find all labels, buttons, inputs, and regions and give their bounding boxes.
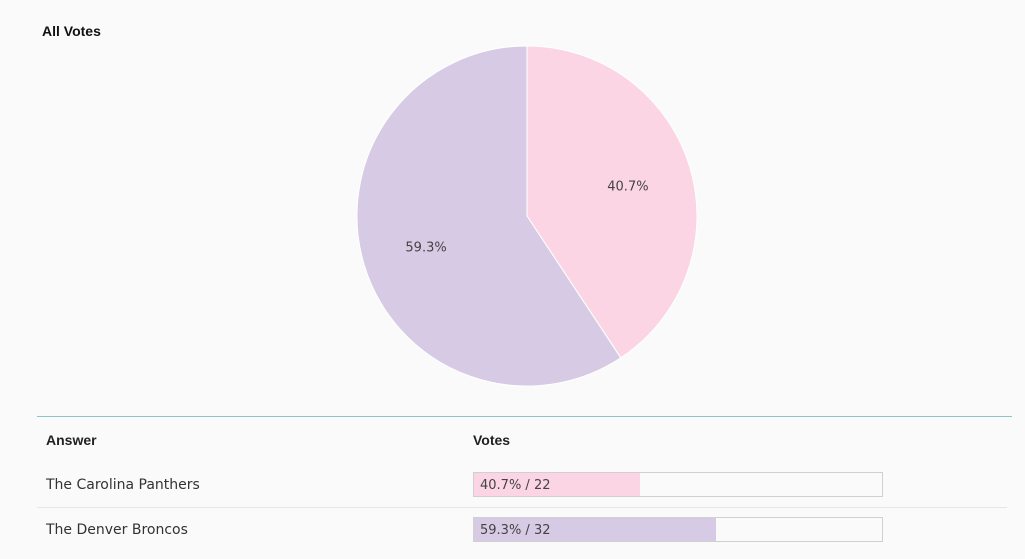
- answer-label: The Carolina Panthers: [46, 477, 200, 493]
- vote-bar-label: 40.7% / 22: [480, 478, 551, 493]
- vote-bar: 40.7% / 22: [473, 472, 883, 497]
- vote-bar-fill: [474, 473, 641, 496]
- pie-slice-label: 59.3%: [405, 240, 446, 255]
- divider: [37, 416, 1012, 417]
- pie-chart: 40.7% 59.3%: [356, 45, 698, 387]
- answer-column-header: Answer: [46, 432, 97, 448]
- answer-label: The Denver Broncos: [46, 522, 188, 538]
- pie-slice-label: 40.7%: [607, 180, 648, 195]
- table-row: The Carolina Panthers 40.7% / 22: [37, 463, 1007, 508]
- section-title: All Votes: [42, 23, 101, 39]
- table-row: The Denver Broncos 59.3% / 32: [37, 508, 1007, 552]
- vote-bar-label: 59.3% / 32: [480, 523, 551, 538]
- votes-column-header: Votes: [473, 432, 511, 448]
- vote-bar: 59.3% / 32: [473, 517, 883, 542]
- table-header: Answer Votes: [37, 417, 1007, 463]
- vote-bar-fill: [474, 518, 716, 541]
- pie-slice: [356, 45, 622, 387]
- results-table: Answer Votes The Carolina Panthers 40.7% …: [37, 417, 1007, 552]
